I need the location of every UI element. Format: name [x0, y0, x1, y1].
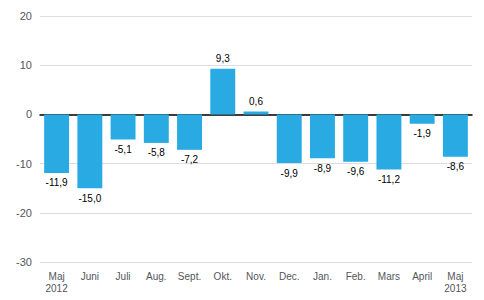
svg-text:Maj: Maj: [447, 271, 463, 282]
svg-text:-5,8: -5,8: [148, 147, 166, 158]
svg-text:2012: 2012: [45, 283, 68, 294]
svg-text:-5,1: -5,1: [114, 144, 132, 155]
svg-text:Nov.: Nov.: [246, 271, 266, 282]
svg-text:Juli: Juli: [116, 271, 131, 282]
svg-text:Feb.: Feb.: [346, 271, 366, 282]
svg-text:Dec.: Dec.: [279, 271, 300, 282]
svg-text:Maj: Maj: [49, 271, 65, 282]
svg-text:-9,9: -9,9: [281, 168, 299, 179]
svg-text:Juni: Juni: [81, 271, 99, 282]
svg-text:Sept.: Sept.: [178, 271, 201, 282]
svg-text:20: 20: [20, 10, 32, 22]
svg-text:0: 0: [26, 108, 32, 120]
svg-text:-9,6: -9,6: [347, 166, 365, 177]
svg-text:-8,6: -8,6: [447, 161, 465, 172]
svg-text:10: 10: [20, 59, 32, 71]
svg-text:-11,2: -11,2: [378, 174, 400, 185]
svg-text:-30: -30: [16, 256, 32, 268]
svg-text:Mars: Mars: [378, 271, 400, 282]
svg-text:Okt.: Okt.: [214, 271, 232, 282]
svg-text:Aug.: Aug.: [146, 271, 167, 282]
svg-text:-20: -20: [16, 207, 32, 219]
svg-text:April: April: [412, 271, 432, 282]
svg-text:-11,9: -11,9: [46, 177, 68, 188]
svg-text:-8,9: -8,9: [314, 163, 332, 174]
svg-text:-10: -10: [16, 158, 32, 170]
svg-text:-15,0: -15,0: [78, 193, 101, 204]
svg-text:0,6: 0,6: [249, 96, 263, 107]
svg-text:9,3: 9,3: [216, 53, 230, 64]
svg-text:Jan.: Jan.: [313, 271, 332, 282]
svg-text:-1,9: -1,9: [414, 128, 432, 139]
svg-text:2013: 2013: [444, 283, 467, 294]
svg-text:-7,2: -7,2: [181, 154, 199, 165]
